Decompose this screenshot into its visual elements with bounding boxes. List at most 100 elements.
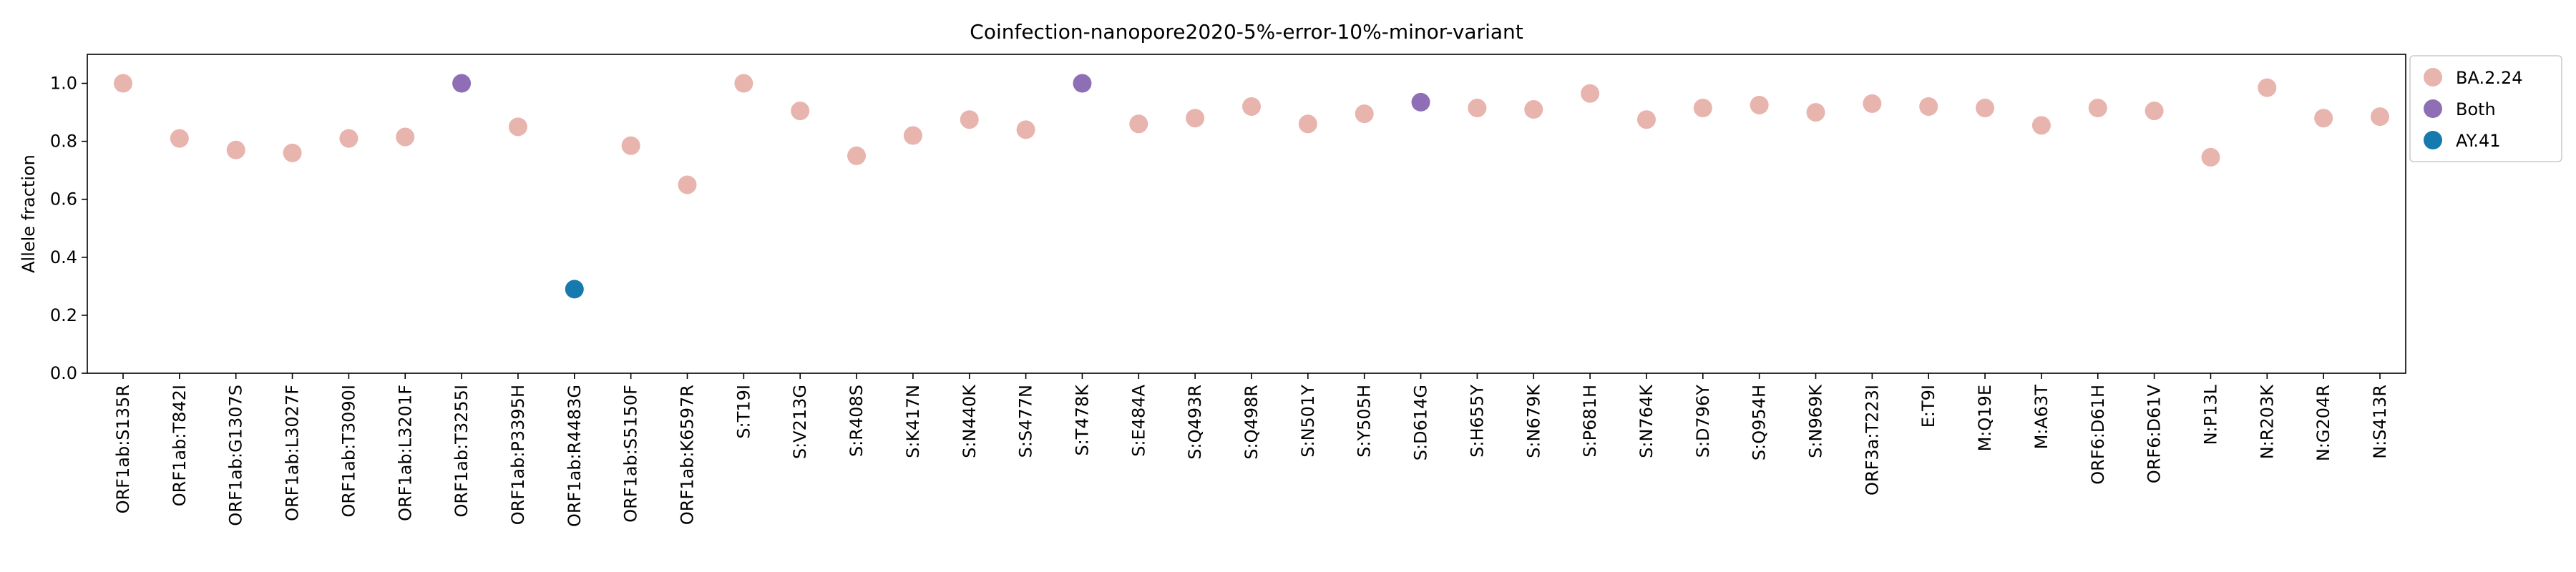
x-tick-label: N:R203K bbox=[2257, 384, 2277, 460]
x-tick-label: ORF1ab:T842I bbox=[170, 385, 190, 506]
y-tick-label: 0.2 bbox=[50, 305, 77, 325]
data-point bbox=[678, 175, 697, 194]
data-point bbox=[1242, 97, 1261, 116]
data-point bbox=[283, 143, 302, 162]
data-point bbox=[1468, 99, 1487, 118]
data-point bbox=[1129, 114, 1148, 134]
data-point bbox=[170, 129, 189, 148]
data-point bbox=[1806, 103, 1825, 122]
data-point bbox=[2371, 107, 2389, 127]
x-tick-label: S:E484A bbox=[1128, 384, 1148, 456]
data-point bbox=[396, 127, 415, 147]
x-tick-label: S:Q498R bbox=[1241, 385, 1262, 460]
x-tick-label: S:Q493R bbox=[1185, 385, 1205, 460]
y-tick-label: 0.4 bbox=[50, 247, 77, 267]
data-point bbox=[1919, 97, 1938, 116]
x-tick-label: ORF1ab:S135R bbox=[113, 385, 133, 513]
x-tick-label: S:V213G bbox=[790, 385, 810, 459]
data-point bbox=[791, 102, 810, 121]
y-tick-label: 0.6 bbox=[50, 189, 77, 209]
x-tick-label: ORF6:D61V bbox=[2145, 384, 2165, 483]
data-point bbox=[1976, 99, 1995, 118]
y-axis: 0.0 0.2 0.4 0.6 0.8 1.0 bbox=[50, 74, 87, 383]
x-tick-label: S:P681H bbox=[1580, 385, 1600, 458]
data-point bbox=[1750, 95, 1769, 114]
data-point bbox=[2145, 102, 2164, 121]
data-point bbox=[1073, 74, 1092, 93]
legend-marker bbox=[2424, 68, 2442, 87]
data-point bbox=[903, 126, 922, 145]
data-point bbox=[2314, 109, 2333, 128]
x-tick-label: N:G204R bbox=[2313, 385, 2333, 461]
plot-area-frame bbox=[87, 54, 2406, 374]
data-point bbox=[1524, 100, 1543, 119]
data-point bbox=[114, 74, 132, 93]
x-tick-label: S:Y505H bbox=[1355, 385, 1375, 458]
legend-label: Both bbox=[2456, 99, 2496, 119]
x-tick-label: S:T478K bbox=[1072, 384, 1092, 456]
x-tick-label: ORF1ab:L3027F bbox=[283, 385, 303, 521]
x-tick-label: ORF1ab:R4483G bbox=[565, 385, 585, 527]
x-tick-label: ORF1ab:T3255I bbox=[452, 385, 472, 517]
data-point bbox=[1016, 120, 1035, 139]
x-tick-label: S:N969K bbox=[1806, 384, 1826, 458]
x-axis: ORF1ab:S135R ORF1ab:T842I ORF1ab:G1307S ORF… bbox=[113, 373, 2390, 527]
legend-marker bbox=[2424, 131, 2442, 149]
x-tick-label: M:Q19E bbox=[1975, 385, 1995, 451]
x-tick-label: S:S477N bbox=[1016, 385, 1036, 458]
x-tick-label: S:R408S bbox=[847, 385, 867, 457]
data-point bbox=[734, 74, 753, 93]
x-tick-label: N:P13L bbox=[2200, 384, 2220, 445]
y-tick-label: 0.0 bbox=[50, 363, 77, 383]
data-point bbox=[1355, 104, 1374, 124]
data-point bbox=[339, 129, 358, 148]
x-tick-label: ORF1ab:S5150F bbox=[621, 385, 641, 523]
data-point bbox=[1636, 110, 1656, 129]
legend-label: AY.41 bbox=[2456, 131, 2501, 151]
data-point bbox=[1411, 92, 1430, 112]
legend: BA.2.24 Both AY.41 bbox=[2409, 55, 2562, 162]
data-point bbox=[2201, 147, 2220, 167]
data-point bbox=[1581, 84, 1600, 103]
x-tick-label: ORF6:D61H bbox=[2088, 385, 2108, 485]
data-point bbox=[960, 110, 979, 129]
x-tick-label: S:N679K bbox=[1523, 384, 1543, 458]
data-point bbox=[1298, 114, 1317, 134]
data-point bbox=[1186, 109, 1205, 128]
x-tick-label: S:N501Y bbox=[1298, 385, 1318, 458]
data-point bbox=[621, 136, 640, 155]
data-point bbox=[2088, 99, 2107, 118]
x-tick-label: S:T19I bbox=[733, 385, 753, 439]
x-tick-label: ORF1ab:T3090I bbox=[338, 385, 358, 517]
data-point bbox=[2031, 116, 2051, 135]
data-point bbox=[2258, 78, 2277, 97]
legend-label: BA.2.24 bbox=[2456, 68, 2523, 88]
x-tick-label: N:S413R bbox=[2370, 385, 2390, 459]
chart-title: Coinfection-nanopore2020-5%-error-10%-mi… bbox=[970, 20, 1523, 44]
x-tick-label: S:D614G bbox=[1411, 385, 1431, 460]
x-tick-label: S:N440K bbox=[960, 384, 980, 458]
x-tick-label: S:K417N bbox=[903, 385, 923, 458]
data-point bbox=[452, 74, 472, 93]
x-tick-label: S:D796Y bbox=[1693, 385, 1713, 458]
x-tick-label: S:H655Y bbox=[1467, 385, 1487, 458]
x-tick-label: ORF1ab:P3395H bbox=[508, 385, 528, 525]
x-tick-label: S:Q954H bbox=[1750, 385, 1770, 460]
x-tick-label: M:A63T bbox=[2031, 385, 2051, 450]
data-point bbox=[508, 117, 527, 137]
x-tick-label: E:T9I bbox=[1918, 385, 1938, 428]
data-point bbox=[1693, 99, 1712, 118]
x-tick-label: ORF1ab:L3201F bbox=[395, 385, 415, 521]
data-point bbox=[565, 280, 584, 299]
data-point bbox=[847, 146, 867, 165]
x-tick-label: ORF1ab:G1307S bbox=[226, 385, 246, 526]
y-tick-label: 1.0 bbox=[50, 74, 77, 94]
data-point bbox=[226, 140, 245, 159]
x-tick-label: ORF1ab:K6597R bbox=[678, 385, 698, 525]
legend-frame bbox=[2409, 55, 2562, 162]
y-axis-label: Allele fraction bbox=[19, 154, 39, 273]
data-point bbox=[1863, 94, 1882, 113]
x-tick-label: ORF3a:T223I bbox=[1862, 385, 1882, 495]
data-points bbox=[114, 74, 2389, 299]
